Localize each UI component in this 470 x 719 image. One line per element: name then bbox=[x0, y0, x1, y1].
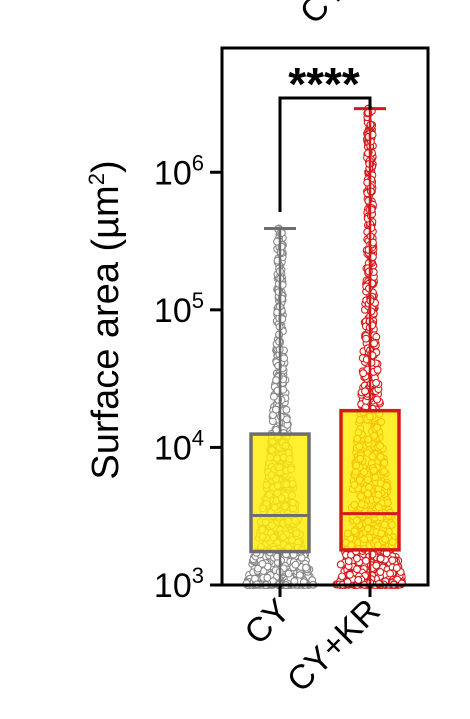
y-tick-label-exponent: 5 bbox=[192, 288, 204, 313]
data-point bbox=[392, 564, 401, 572]
y-tick-label: 106 bbox=[154, 150, 204, 192]
y-tick-label: 105 bbox=[154, 288, 204, 330]
data-point bbox=[361, 387, 369, 396]
data-point bbox=[361, 556, 370, 565]
data-point bbox=[344, 557, 353, 566]
data-point bbox=[354, 576, 363, 584]
data-point bbox=[345, 570, 354, 579]
y-tick-label-exponent: 4 bbox=[192, 425, 204, 450]
y-tick-label-base: 10 bbox=[154, 154, 192, 192]
y-tick-label-base: 10 bbox=[154, 567, 192, 605]
top-label-fragment: CY bbox=[293, 0, 353, 32]
boxes-layer bbox=[249, 107, 401, 585]
data-point bbox=[338, 572, 346, 581]
data-point bbox=[353, 565, 361, 574]
data-point bbox=[258, 559, 267, 568]
data-point bbox=[370, 339, 379, 348]
data-point bbox=[271, 405, 280, 414]
data-point bbox=[373, 395, 382, 404]
y-tick-label: 103 bbox=[154, 563, 204, 605]
y-tick-label-exponent: 6 bbox=[192, 150, 204, 175]
y-tick-label-base: 10 bbox=[154, 292, 192, 330]
y-tick-label-exponent: 3 bbox=[192, 563, 204, 588]
y-axis-label-sup: 2 bbox=[84, 173, 109, 185]
data-point bbox=[269, 392, 278, 401]
data-point bbox=[373, 365, 382, 374]
y-tick-label-base: 10 bbox=[154, 429, 192, 467]
data-point bbox=[359, 369, 368, 378]
data-point bbox=[376, 554, 385, 563]
significance-bracket bbox=[278, 96, 372, 212]
x-tick-label: CY bbox=[237, 592, 297, 652]
data-point bbox=[372, 561, 381, 570]
box-iqr bbox=[339, 408, 401, 552]
data-point bbox=[254, 564, 262, 573]
data-point bbox=[272, 425, 281, 434]
data-point bbox=[376, 568, 385, 576]
y-axis-label-main: Surface area (µm bbox=[85, 185, 127, 479]
y-axis-label-close: ) bbox=[85, 160, 127, 173]
data-point bbox=[352, 554, 361, 563]
y-axis-label: Surface area (µm2) bbox=[84, 160, 127, 479]
data-point bbox=[336, 560, 345, 569]
data-point bbox=[280, 354, 289, 363]
data-point bbox=[302, 563, 310, 572]
data-point bbox=[291, 560, 300, 569]
data-point bbox=[284, 569, 293, 578]
data-point bbox=[282, 415, 291, 424]
data-point bbox=[272, 376, 281, 385]
significance-label: **** bbox=[288, 58, 360, 110]
data-point bbox=[362, 334, 370, 343]
data-point bbox=[263, 573, 272, 582]
y-tick-label: 104 bbox=[154, 425, 204, 467]
data-point bbox=[372, 378, 381, 387]
data-point bbox=[386, 569, 395, 578]
data-point bbox=[388, 556, 397, 565]
x-tick-label: CY+KR bbox=[280, 592, 388, 700]
box-iqr bbox=[249, 432, 311, 554]
plot-frame bbox=[220, 46, 430, 587]
data-point bbox=[282, 405, 291, 414]
